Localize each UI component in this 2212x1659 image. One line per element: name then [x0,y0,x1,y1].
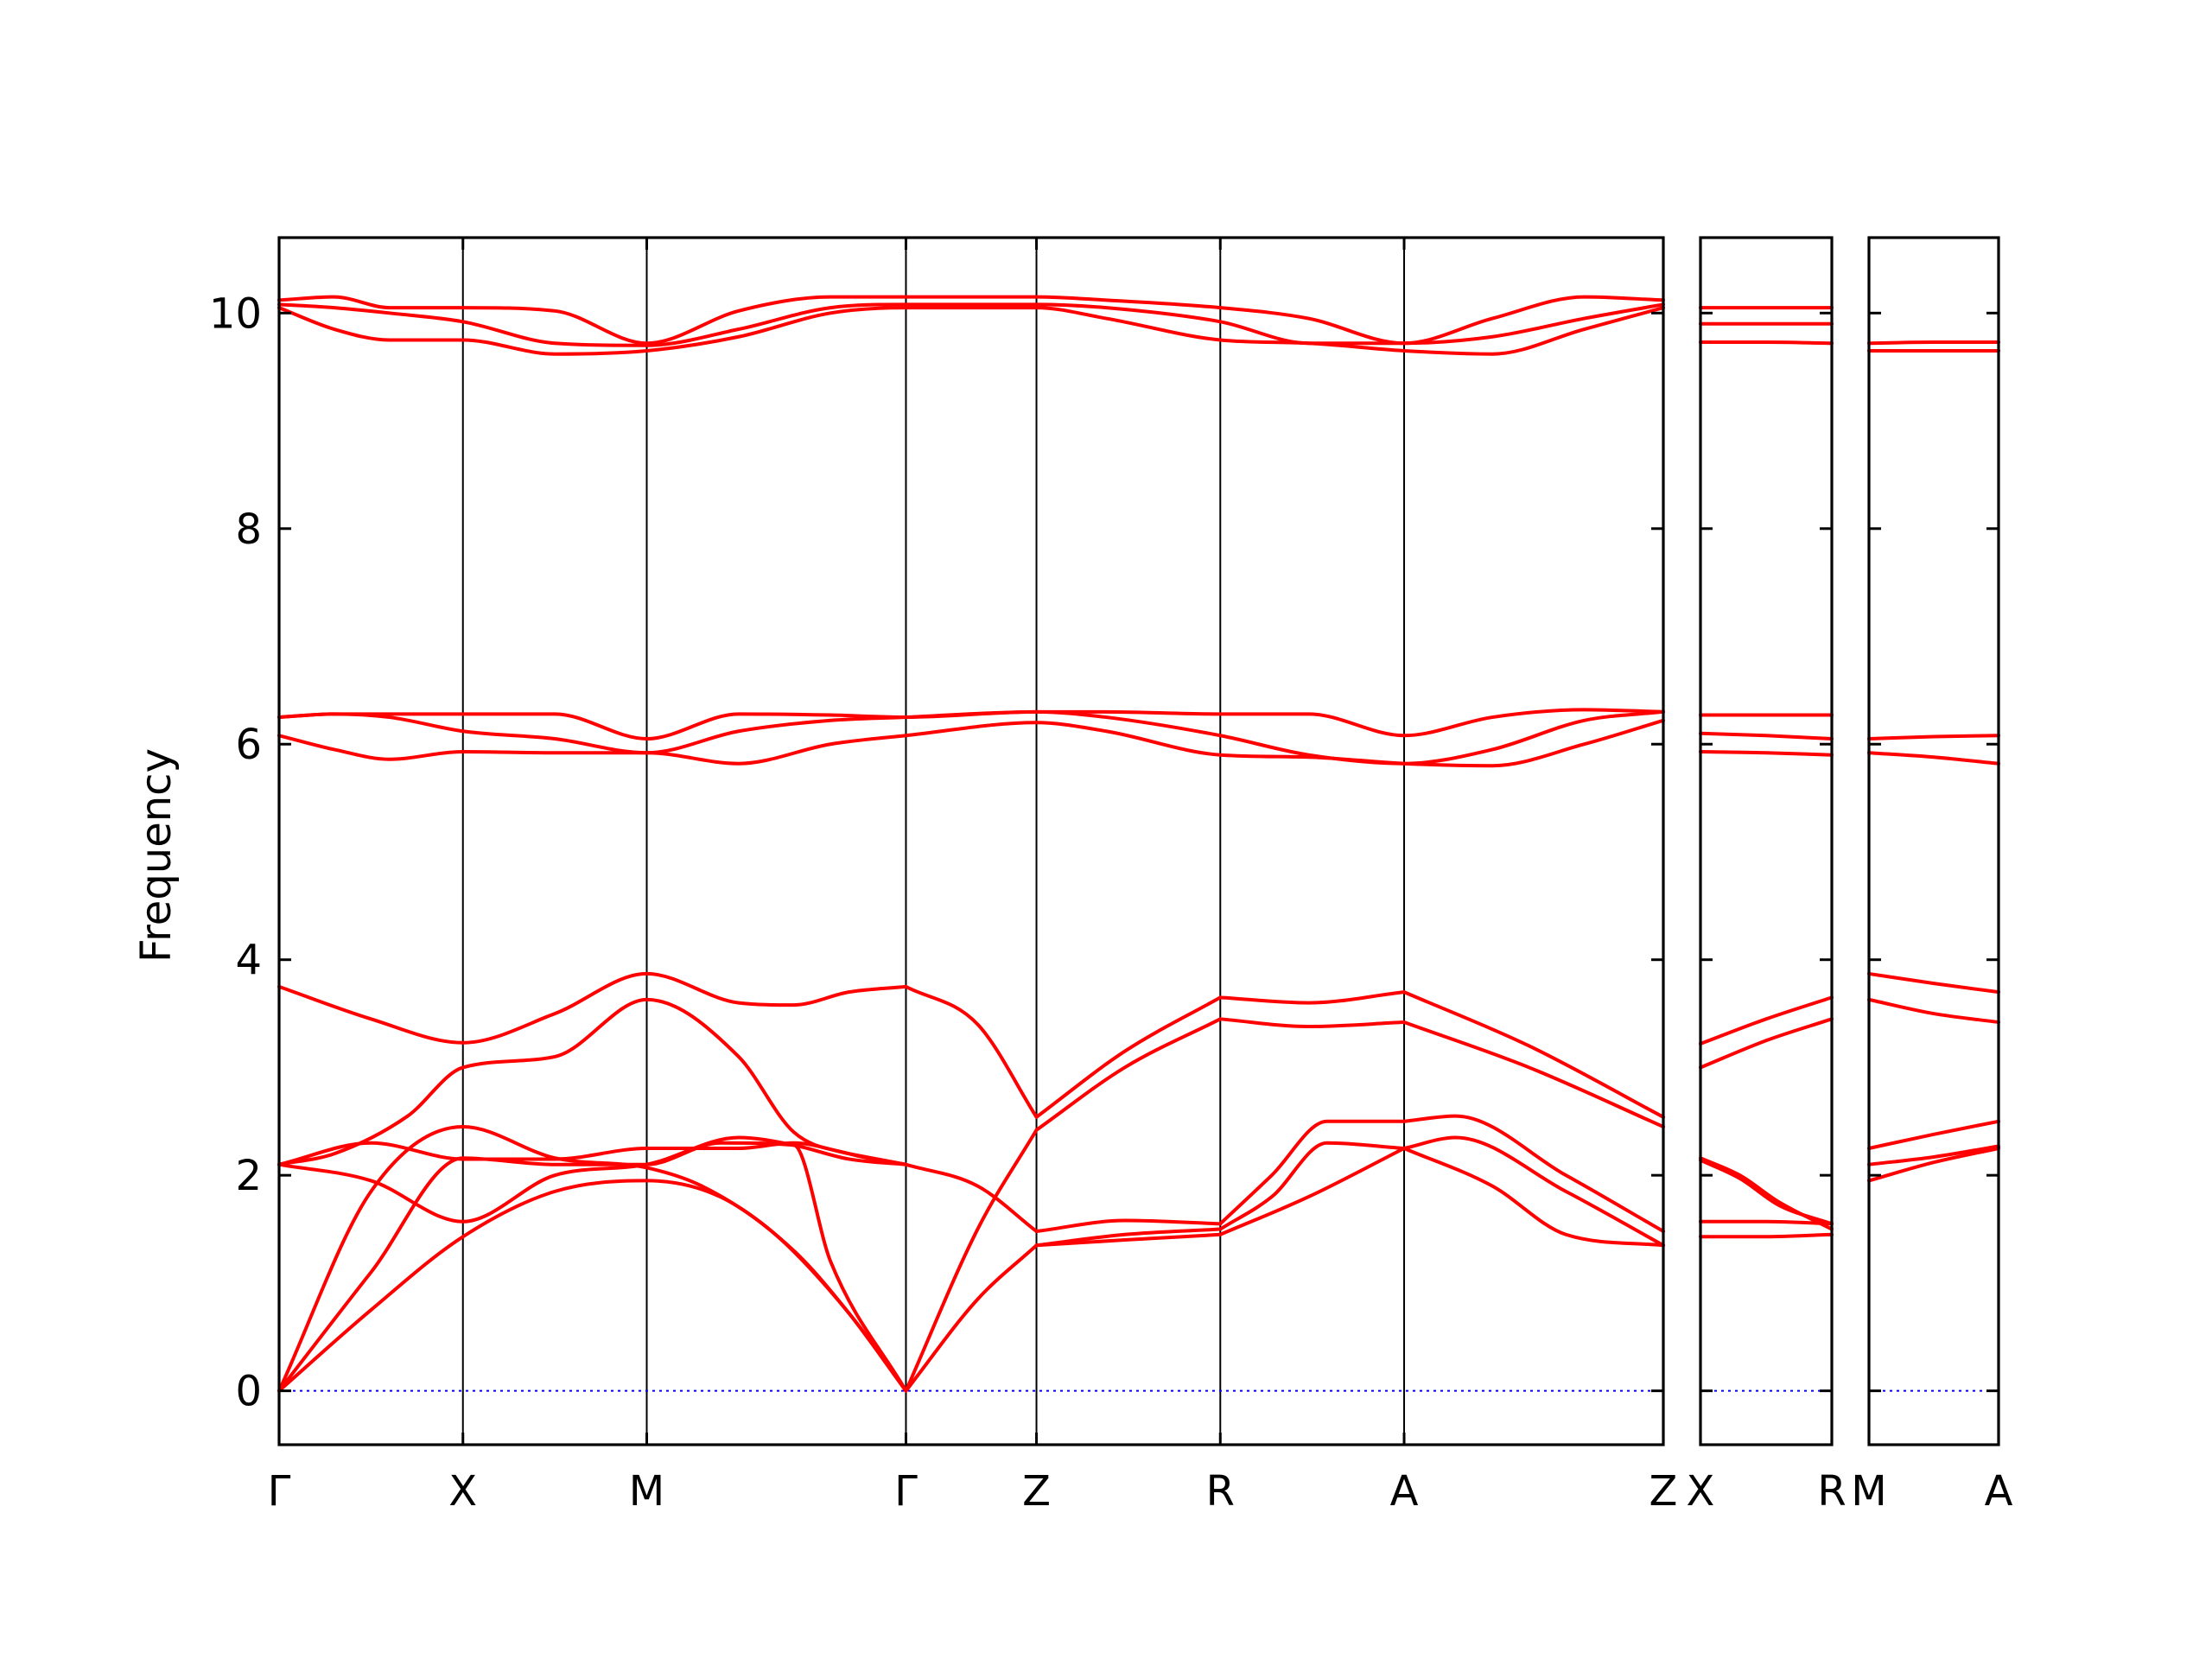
y-tick-label: 0 [235,1368,262,1416]
y-tick-label: 4 [235,937,262,985]
band-line [904,1243,1039,1393]
kpoint-label: Γ [268,1467,291,1516]
y-tick-label: 10 [209,289,262,338]
band-line [1034,1218,1223,1234]
y-tick-label: 8 [235,505,262,554]
band-line [1699,1017,1834,1070]
band-line [904,1162,1039,1234]
kpoint-label: Z [1649,1467,1678,1516]
kpoint-label: R [1817,1467,1846,1516]
band-line [904,1128,1039,1393]
band-line [1867,734,2000,741]
band-line [1699,1158,1834,1226]
band-line [277,971,908,1045]
kpoint-label: Z [1022,1467,1051,1516]
y-tick-label: 6 [235,721,262,769]
band-line [277,709,1665,766]
band-line [277,1179,908,1393]
band-line [1699,1232,1834,1239]
band-line [1699,340,1834,346]
band-line [1034,995,1223,1119]
kpoint-label: X [448,1467,477,1516]
band-line [1867,751,2000,766]
band-line [1699,995,1834,1046]
band-line [1699,1219,1834,1226]
band-line [1218,1017,1407,1029]
band-line [1034,1232,1223,1248]
kpoint-label: A [1985,1467,2013,1516]
band-line [277,1141,908,1166]
band-line [1867,1119,2000,1150]
kpoint-label: M [629,1467,664,1516]
band-line [1867,1146,2000,1183]
kpoint-label: Γ [894,1467,918,1516]
band-line [1218,990,1407,1005]
band-line [1402,1146,1665,1248]
band-line [1867,340,2000,346]
band-line [1034,1017,1223,1132]
band-line [1867,971,2000,995]
band-line [1699,731,1834,741]
band-line [1402,1135,1665,1248]
y-tick-label: 2 [235,1152,262,1200]
plot-frame [277,236,1665,1446]
band-line [1218,1119,1407,1226]
band-line [277,997,908,1166]
kpoint-label: R [1206,1467,1235,1516]
kpoint-label: M [1851,1467,1886,1516]
band-line [277,1135,908,1224]
band-line [277,718,1665,768]
kpoint-label: X [1687,1467,1715,1516]
plot-frame [1699,236,1834,1446]
band-line [1034,1227,1223,1248]
band-line [1218,1141,1407,1231]
plot-frame [1867,236,2000,1446]
band-line [1699,749,1834,757]
band-line [1402,1020,1665,1129]
band-line [1402,990,1665,1119]
band-line [904,984,1039,1119]
band-line [277,302,1665,347]
band-line [277,295,1665,346]
y-axis-label: Frequency [132,748,181,963]
kpoint-label: A [1390,1467,1419,1516]
band-panel-1: 0 2 4 6 8 10 Γ X M Γ Z R A Z [209,236,1678,1516]
band-line [277,1125,908,1393]
band-line [1867,997,2000,1025]
band-line [1402,1114,1665,1234]
band-line [1867,1144,2000,1166]
band-line [277,306,1665,356]
band-line [1218,1146,1407,1236]
